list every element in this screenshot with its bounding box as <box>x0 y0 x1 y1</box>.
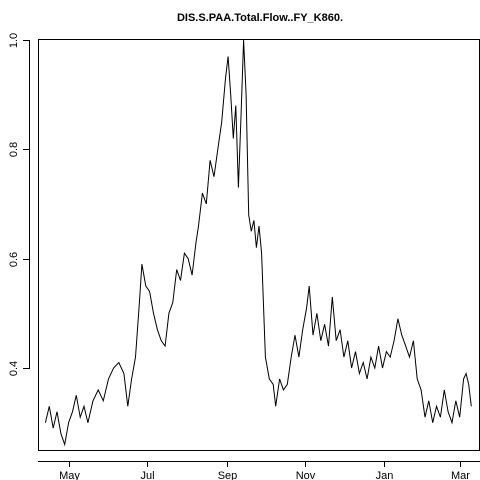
y-tick-label: 1.0 <box>8 33 20 48</box>
y-tick-label: 0.4 <box>8 361 20 376</box>
y-tick-label: 0.8 <box>8 142 20 157</box>
x-tick-label: Nov <box>296 470 316 480</box>
series-layer <box>44 39 472 447</box>
x-tick-label: Sep <box>218 470 238 480</box>
x-tick-label: May <box>59 470 80 480</box>
chart-title: DIS.S.PAA.Total.Flow..FY_K860. <box>177 12 343 24</box>
y-tick-label: 0.6 <box>8 252 20 267</box>
series-line <box>44 39 472 447</box>
x-tick-label: Jul <box>140 470 154 480</box>
x-tick-label: Jan <box>376 470 394 480</box>
y-axis: 0.4 0.6 0.8 1.0 <box>8 33 30 376</box>
plot-frame <box>38 39 480 451</box>
x-axis: May Jul Sep Nov Jan Mar <box>59 461 470 480</box>
x-tick-label: Mar <box>451 470 470 480</box>
